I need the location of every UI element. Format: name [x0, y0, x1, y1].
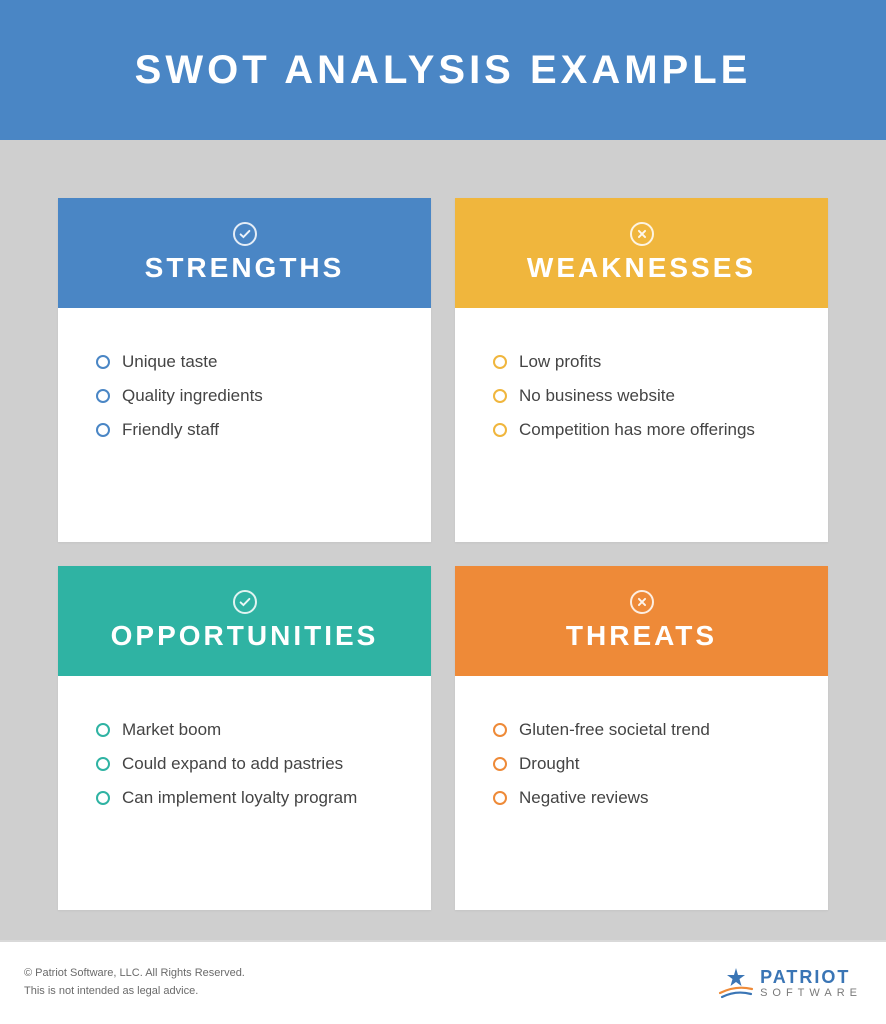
list-item: Quality ingredients — [96, 386, 417, 406]
item-text: Drought — [519, 754, 579, 774]
list-item: Competition has more offerings — [493, 420, 814, 440]
check-circle-icon — [233, 222, 257, 246]
item-text: Quality ingredients — [122, 386, 263, 406]
card-opportunities-title: OPPORTUNITIES — [111, 620, 379, 652]
item-text: Could expand to add pastries — [122, 754, 343, 774]
list-item: Market boom — [96, 720, 417, 740]
item-text: Market boom — [122, 720, 221, 740]
bullet-icon — [493, 389, 507, 403]
star-swoosh-icon — [718, 965, 754, 1001]
card-weaknesses-body: Low profits No business website Competit… — [455, 308, 828, 542]
bullet-icon — [96, 723, 110, 737]
item-text: Can implement loyalty program — [122, 788, 357, 808]
check-circle-icon — [233, 590, 257, 614]
item-text: Competition has more offerings — [519, 420, 755, 440]
logo-line2: SOFTWARE — [760, 988, 862, 999]
list-item: Negative reviews — [493, 788, 814, 808]
card-threats-title: THREATS — [566, 620, 717, 652]
card-threats-header: THREATS — [455, 566, 828, 676]
card-opportunities-body: Market boom Could expand to add pastries… — [58, 676, 431, 910]
logo-text: PATRIOT SOFTWARE — [760, 968, 862, 999]
logo-line1: PATRIOT — [760, 968, 862, 986]
list-item: Gluten-free societal trend — [493, 720, 814, 740]
x-circle-icon — [630, 222, 654, 246]
card-opportunities-header: OPPORTUNITIES — [58, 566, 431, 676]
card-opportunities: OPPORTUNITIES Market boom Could expand t… — [58, 566, 431, 910]
title-bar: SWOT ANALYSIS EXAMPLE — [0, 0, 886, 140]
footer-disclaimer: This is not intended as legal advice. — [24, 983, 245, 1001]
page-title: SWOT ANALYSIS EXAMPLE — [135, 48, 752, 93]
list-item: Friendly staff — [96, 420, 417, 440]
list-item: Can implement loyalty program — [96, 788, 417, 808]
bullet-icon — [493, 355, 507, 369]
list-item: Could expand to add pastries — [96, 754, 417, 774]
bullet-icon — [493, 757, 507, 771]
footer-logo: PATRIOT SOFTWARE — [718, 965, 862, 1001]
list-item: No business website — [493, 386, 814, 406]
card-threats: THREATS Gluten-free societal trend Droug… — [455, 566, 828, 910]
card-strengths-title: STRENGTHS — [145, 252, 345, 284]
bullet-icon — [96, 423, 110, 437]
item-text: Negative reviews — [519, 788, 648, 808]
footer: © Patriot Software, LLC. All Rights Rese… — [0, 940, 886, 1024]
item-text: Gluten-free societal trend — [519, 720, 710, 740]
swot-grid: STRENGTHS Unique taste Quality ingredien… — [0, 140, 886, 940]
footer-legal: © Patriot Software, LLC. All Rights Rese… — [24, 965, 245, 1000]
bullet-icon — [96, 355, 110, 369]
item-text: Friendly staff — [122, 420, 219, 440]
list-item: Unique taste — [96, 352, 417, 372]
card-weaknesses: WEAKNESSES Low profits No business websi… — [455, 198, 828, 542]
item-text: No business website — [519, 386, 675, 406]
list-item: Drought — [493, 754, 814, 774]
bullet-icon — [96, 791, 110, 805]
x-circle-icon — [630, 590, 654, 614]
footer-copyright: © Patriot Software, LLC. All Rights Rese… — [24, 965, 245, 983]
bullet-icon — [493, 423, 507, 437]
item-text: Unique taste — [122, 352, 217, 372]
bullet-icon — [493, 791, 507, 805]
list-item: Low profits — [493, 352, 814, 372]
card-strengths-body: Unique taste Quality ingredients Friendl… — [58, 308, 431, 542]
card-weaknesses-header: WEAKNESSES — [455, 198, 828, 308]
bullet-icon — [493, 723, 507, 737]
card-threats-body: Gluten-free societal trend Drought Negat… — [455, 676, 828, 910]
card-strengths: STRENGTHS Unique taste Quality ingredien… — [58, 198, 431, 542]
item-text: Low profits — [519, 352, 601, 372]
card-strengths-header: STRENGTHS — [58, 198, 431, 308]
card-weaknesses-title: WEAKNESSES — [527, 252, 756, 284]
bullet-icon — [96, 389, 110, 403]
bullet-icon — [96, 757, 110, 771]
